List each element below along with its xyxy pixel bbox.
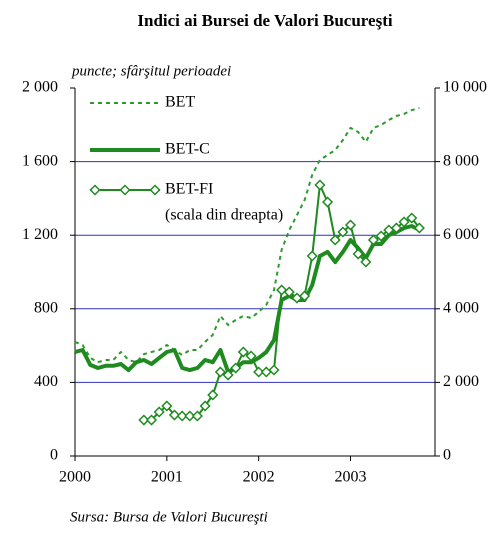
marker [245, 350, 257, 362]
marker [199, 400, 211, 412]
marker [321, 196, 334, 208]
marker [367, 234, 380, 246]
y-tick-label: 2 000 [22, 79, 58, 96]
marker [299, 290, 311, 302]
marker [191, 410, 203, 422]
series-line [74, 107, 420, 364]
legend-label: BET-C [165, 141, 210, 158]
marker [406, 212, 418, 224]
marker [413, 222, 425, 234]
y2-tick-label: 0 [443, 447, 451, 464]
marker [214, 366, 226, 378]
y-tick-label: 1 600 [22, 152, 58, 169]
marker [283, 286, 295, 298]
source: Sursa: Bursa de Valori Bucureşti [70, 509, 268, 525]
marker [344, 219, 357, 231]
marker [184, 410, 196, 422]
marker [145, 414, 158, 426]
series-line [74, 224, 421, 374]
y2-tick-label: 6 000 [443, 226, 479, 243]
y-tick-label: 400 [34, 373, 58, 390]
annotation: (scala din dreapta) [165, 207, 283, 224]
y-tick-label: 1 200 [22, 226, 58, 243]
marker [337, 226, 349, 238]
marker [230, 362, 242, 374]
marker [268, 364, 280, 376]
marker [398, 216, 410, 228]
legend-marker [149, 184, 161, 196]
marker [314, 179, 326, 191]
marker [161, 400, 173, 412]
plot-area: 0 400 800 1 200 1 600 2 000 0 2 000 4 000 6 000 8 … [22, 79, 487, 486]
legend-marker [119, 184, 131, 196]
y2-tick-label: 4 000 [443, 299, 479, 316]
marker [222, 369, 234, 381]
legend-marker [89, 184, 101, 196]
marker [253, 366, 265, 378]
marker [153, 406, 165, 418]
marker [260, 366, 272, 378]
y2-tick-label: 8 000 [443, 152, 479, 169]
marker [237, 346, 249, 358]
legend-label: BET-FI [165, 181, 213, 198]
x-tick-label: 2002 [243, 469, 275, 486]
marker [207, 389, 219, 401]
x-tick-label: 2000 [59, 469, 91, 486]
marker [375, 230, 387, 242]
marker [176, 410, 188, 422]
marker [168, 409, 181, 421]
y2-tick-label: 2 000 [443, 373, 479, 390]
marker [329, 234, 341, 246]
marker [306, 250, 318, 262]
marker [390, 222, 402, 234]
legend-label: BET [165, 94, 195, 111]
y-axis-label: puncte; sfârşitul perioadei [71, 63, 231, 79]
x-tick-label: 2001 [151, 469, 183, 486]
x-tick-label: 2003 [335, 469, 367, 486]
marker [360, 256, 372, 268]
y-tick-label: 0 [50, 447, 58, 464]
marker [138, 414, 150, 426]
marker [352, 248, 364, 260]
y2-tick-label: 10 000 [443, 79, 487, 96]
marker [276, 284, 288, 296]
y-tick-label: 800 [34, 299, 58, 316]
chart-title: Indici ai Bursei de Valori Bucureşti [137, 11, 392, 30]
